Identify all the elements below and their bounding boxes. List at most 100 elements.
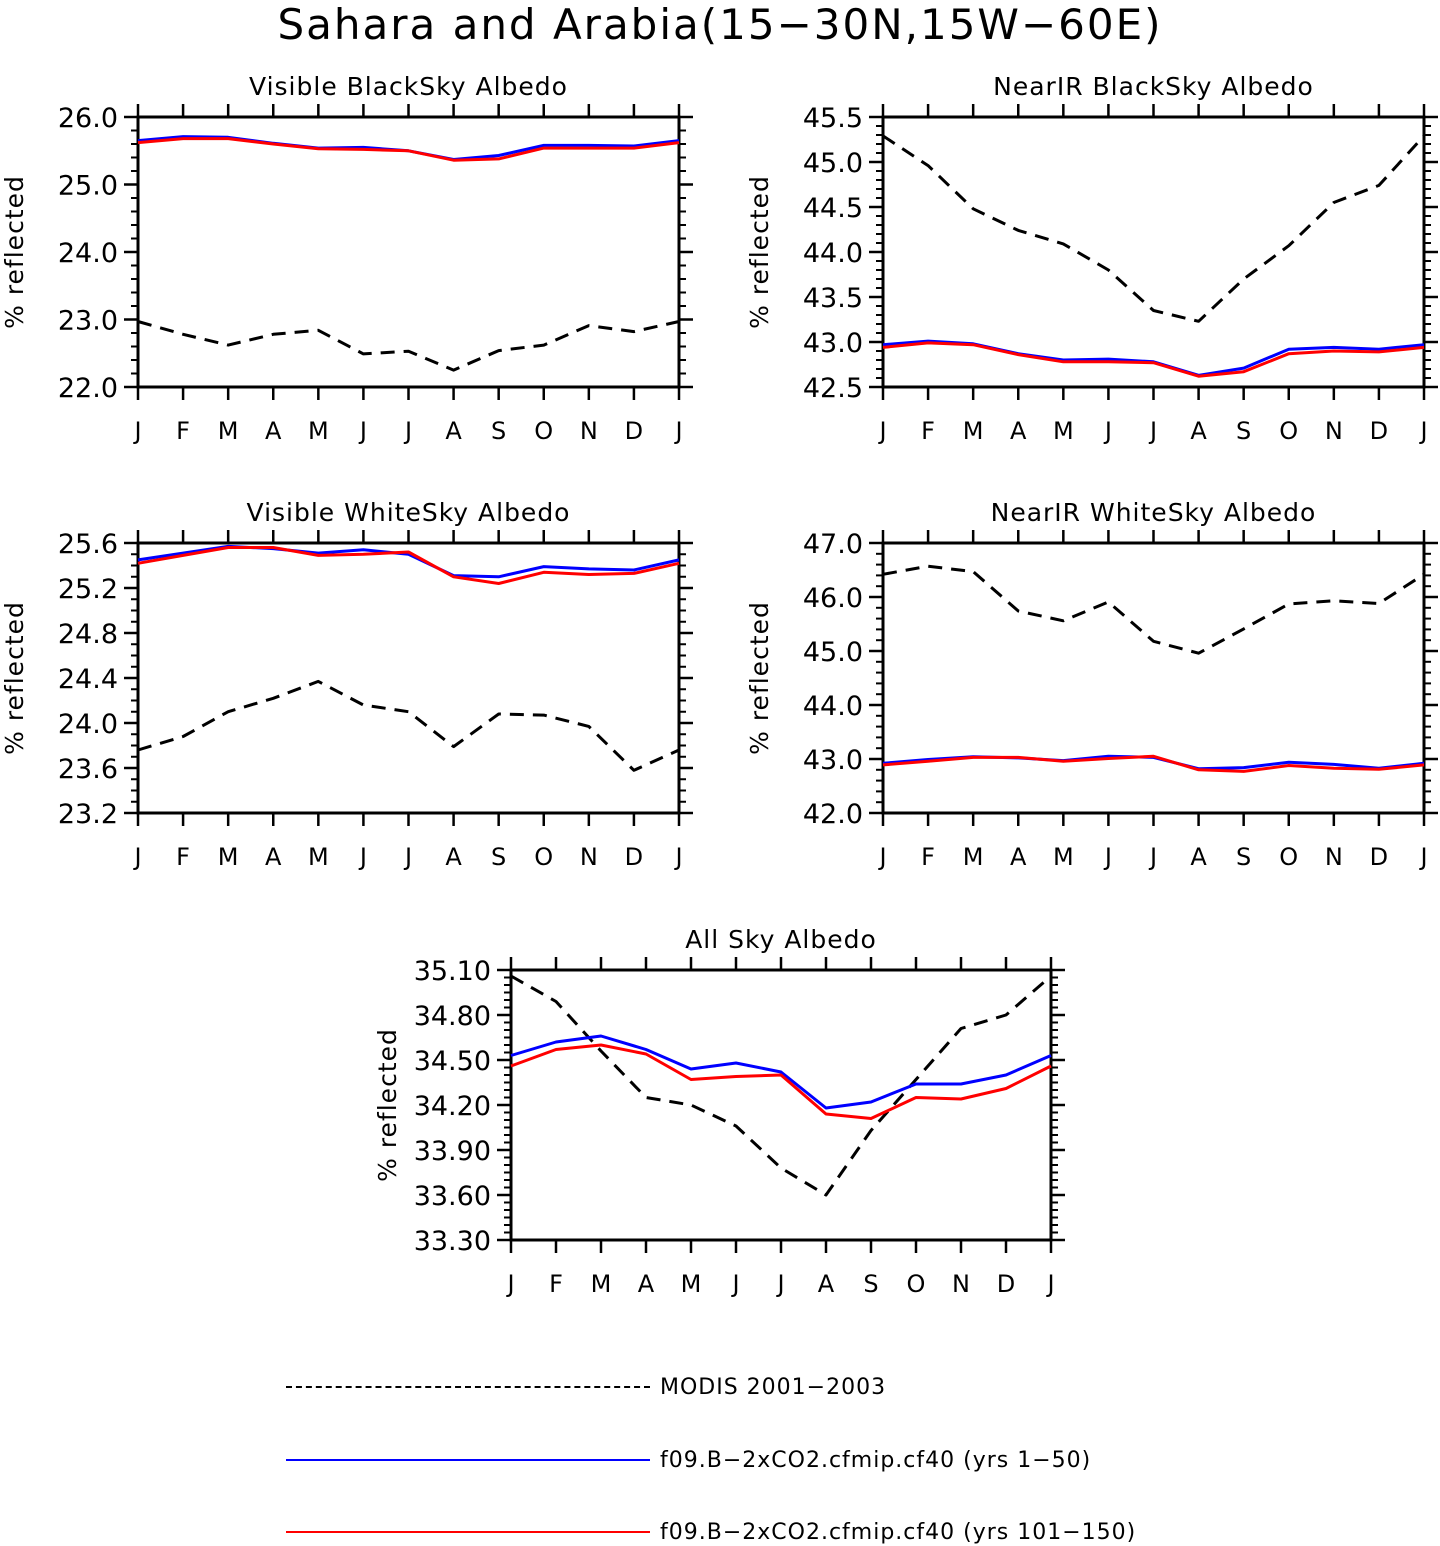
x-tick-label: O xyxy=(1279,843,1298,871)
x-tick-label: J xyxy=(730,1270,739,1298)
y-tick-label: 23.0 xyxy=(58,306,118,337)
series-line-modis-2001-2003 xyxy=(510,974,1052,1197)
x-tick-label: J xyxy=(358,843,367,871)
x-tick-label: N xyxy=(580,417,598,445)
series-line-modis-2001-2003 xyxy=(137,679,680,772)
y-tick-label: 43.5 xyxy=(803,283,863,314)
y-tick-label: 25.6 xyxy=(58,529,118,560)
plot-frame xyxy=(136,115,681,389)
x-tick-label: M xyxy=(308,843,329,871)
legend-entry-yrs-101-150: f09.B−2xCO2.cfmip.cf40 (yrs 101−150) xyxy=(286,1519,1137,1545)
series-line-modis-2001-2003 xyxy=(882,564,1425,655)
plot-frame xyxy=(509,968,1053,1242)
y-tick-label: 33.90 xyxy=(414,1136,491,1167)
figure-title: Sahara and Arabia(15−30N,15W−60E) xyxy=(277,0,1163,49)
x-tick-label: J xyxy=(358,417,367,445)
y-tick-label: 43.0 xyxy=(803,745,863,776)
y-tick-label: 44.0 xyxy=(803,691,863,722)
x-tick-label: M xyxy=(591,1270,612,1298)
panel-title: Visible WhiteSky Albedo xyxy=(247,498,571,527)
legend-label-yrs-1-50: f09.B−2xCO2.cfmip.cf40 (yrs 1−50) xyxy=(660,1447,1092,1473)
series-line-f09-b-2xco2-cfmip-cf40-yrs-101-150 xyxy=(882,754,1425,773)
x-tick-label: A xyxy=(1010,843,1027,871)
series-line-modis-2001-2003 xyxy=(137,320,680,372)
x-tick-label: J xyxy=(877,417,886,445)
x-tick-label: M xyxy=(963,417,984,445)
y-tick-label: 45.0 xyxy=(803,148,863,179)
y-tick-label: 25.0 xyxy=(58,171,118,202)
y-tick-label: 45.5 xyxy=(803,103,863,134)
x-tick-label: D xyxy=(625,843,643,871)
y-tick-label: 24.4 xyxy=(58,664,118,695)
series-line-f09-b-2xco2-cfmip-cf40-yrs-101-150 xyxy=(510,1043,1052,1120)
x-tick-label: A xyxy=(818,1270,835,1298)
x-tick-label: J xyxy=(403,417,412,445)
x-tick-label: J xyxy=(403,843,412,871)
x-tick-label: A xyxy=(445,843,462,871)
legend-swatch-modis xyxy=(286,1386,650,1388)
series-line-f09-b-2xco2-cfmip-cf40-yrs-1-50 xyxy=(882,339,1425,377)
x-tick-label: D xyxy=(625,417,643,445)
x-tick-label: M xyxy=(1053,843,1074,871)
y-tick-label: 33.30 xyxy=(414,1226,491,1257)
y-tick-label: 22.0 xyxy=(58,373,118,404)
legend-label-modis: MODIS 2001−2003 xyxy=(660,1374,887,1400)
y-tick-label: 25.2 xyxy=(58,574,118,605)
y-tick-label: 23.2 xyxy=(58,799,118,830)
x-tick-label: J xyxy=(1148,417,1157,445)
panel-title: Visible BlackSky Albedo xyxy=(249,72,568,101)
x-tick-label: M xyxy=(681,1270,702,1298)
legend-swatch-yrs-1-50 xyxy=(286,1459,650,1461)
y-axis-label: % reflected xyxy=(373,1028,402,1182)
y-axis-label: % reflected xyxy=(745,601,774,755)
panel-title: NearIR BlackSky Albedo xyxy=(993,72,1314,101)
x-tick-label: J xyxy=(1418,417,1427,445)
x-tick-label: O xyxy=(534,843,553,871)
y-axis-label: % reflected xyxy=(745,175,774,329)
y-tick-label: 33.60 xyxy=(414,1181,491,1212)
y-tick-label: 24.8 xyxy=(58,619,118,650)
x-tick-label: J xyxy=(132,843,141,871)
x-tick-label: A xyxy=(638,1270,655,1298)
x-tick-label: F xyxy=(176,417,190,445)
x-tick-label: J xyxy=(1045,1270,1054,1298)
legend-entry-yrs-1-50: f09.B−2xCO2.cfmip.cf40 (yrs 1−50) xyxy=(286,1447,1092,1473)
x-tick-label: A xyxy=(1190,843,1207,871)
legend-label-yrs-101-150: f09.B−2xCO2.cfmip.cf40 (yrs 101−150) xyxy=(660,1519,1137,1545)
x-tick-label: D xyxy=(1370,843,1388,871)
x-tick-label: N xyxy=(580,843,598,871)
x-tick-label: S xyxy=(1236,843,1251,871)
plot-frame xyxy=(136,541,681,815)
y-tick-label: 42.0 xyxy=(803,799,863,830)
x-tick-label: M xyxy=(963,843,984,871)
x-tick-label: J xyxy=(673,417,682,445)
x-tick-label: A xyxy=(1190,417,1207,445)
panel-title: All Sky Albedo xyxy=(685,925,877,954)
x-tick-label: O xyxy=(907,1270,926,1298)
x-tick-label: J xyxy=(1103,417,1112,445)
x-tick-label: N xyxy=(1325,843,1343,871)
x-tick-label: M xyxy=(218,417,239,445)
y-tick-label: 34.20 xyxy=(414,1091,491,1122)
x-tick-label: J xyxy=(877,843,886,871)
y-tick-label: 46.0 xyxy=(803,583,863,614)
x-tick-label: A xyxy=(445,417,462,445)
x-tick-label: J xyxy=(132,417,141,445)
x-tick-label: F xyxy=(921,843,935,871)
y-tick-label: 26.0 xyxy=(58,103,118,134)
y-tick-label: 34.50 xyxy=(414,1046,491,1077)
y-tick-label: 44.5 xyxy=(803,193,863,224)
series-line-f09-b-2xco2-cfmip-cf40-yrs-101-150 xyxy=(137,137,680,162)
y-tick-label: 23.6 xyxy=(58,754,118,785)
plot-frame xyxy=(881,541,1426,815)
y-tick-label: 42.5 xyxy=(803,373,863,404)
y-tick-label: 47.0 xyxy=(803,529,863,560)
x-tick-label: S xyxy=(491,417,506,445)
x-tick-label: A xyxy=(265,417,282,445)
x-tick-label: D xyxy=(997,1270,1015,1298)
x-tick-label: A xyxy=(1010,417,1027,445)
x-tick-label: S xyxy=(863,1270,878,1298)
